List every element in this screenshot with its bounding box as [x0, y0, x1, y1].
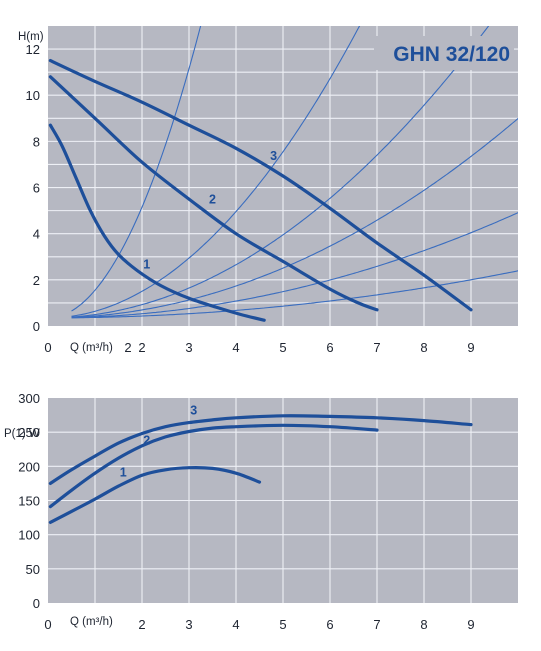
head-y-tick-label: 6 — [33, 181, 40, 196]
power-x-tick-label: 2 — [138, 617, 145, 632]
power-curve-1 — [48, 465, 262, 524]
power-x-tick-label: 0 — [44, 617, 51, 632]
system-curve — [71, 26, 202, 312]
system-curve — [71, 212, 518, 319]
head-x-tick-label: 8 — [420, 340, 427, 355]
system-curve — [71, 117, 518, 318]
head-x-tick-label: 2 — [124, 340, 131, 355]
head-curve-label: 2 — [209, 193, 216, 207]
power-y-tick-label: 250 — [18, 425, 40, 440]
head-curve-1 — [48, 123, 266, 322]
title-backdrop — [374, 36, 514, 70]
power-y-tick-label: 0 — [33, 596, 40, 611]
head-x-tick-label: 0 — [44, 340, 51, 355]
power-x-tick-label: 6 — [326, 617, 333, 632]
power-x-tick-label: 8 — [420, 617, 427, 632]
power-y-tick-label: 100 — [18, 528, 40, 543]
power-y-tick-label: 50 — [26, 562, 40, 577]
head-x-tick-label: 6 — [326, 340, 333, 355]
head-y-tick-label: 4 — [33, 227, 40, 242]
flow-axis-label-top: Q (m³/h) — [70, 342, 113, 354]
head-y-tick-label: 12 — [26, 42, 40, 57]
head-x-tick-label: 5 — [279, 340, 286, 355]
head-curve-label: 1 — [143, 257, 150, 271]
power-curve-label: 1 — [120, 466, 127, 480]
power-curve-3 — [48, 414, 473, 485]
power-x-tick-label: 7 — [373, 617, 380, 632]
head-x-tick-label: 7 — [373, 340, 380, 355]
power-curve-label: 3 — [190, 403, 197, 417]
power-x-tick-label: 4 — [232, 617, 239, 632]
head-curve-2 — [48, 75, 379, 312]
head-axis-label: H(m) — [18, 31, 44, 43]
power-x-tick-label: 5 — [279, 617, 286, 632]
flow-axis-label-bottom: Q (m³/h) — [70, 616, 113, 628]
power-y-tick-label: 200 — [18, 459, 40, 474]
system-curve — [71, 270, 518, 319]
system-curve — [71, 26, 361, 317]
power-curve-2 — [48, 423, 379, 509]
head-x-tick-label: 3 — [185, 340, 192, 355]
power-x-tick-label: 9 — [467, 617, 474, 632]
power-y-tick-label: 150 — [18, 494, 40, 509]
head-y-tick-label: 10 — [26, 88, 40, 103]
head-y-tick-label: 0 — [33, 319, 40, 334]
chart-title: GHN 32/120 — [393, 43, 510, 66]
power-y-tick-label: 300 — [18, 391, 40, 406]
head-curve-3 — [48, 59, 473, 312]
power-curve-label: 2 — [143, 433, 150, 447]
head-y-tick-label: 2 — [33, 273, 40, 288]
power-x-tick-label: 3 — [185, 617, 192, 632]
head-curve-label: 3 — [270, 149, 277, 163]
system-curve — [71, 26, 490, 318]
head-y-tick-label: 8 — [33, 134, 40, 149]
head-x-tick-label: 4 — [232, 340, 239, 355]
head-x-tick-label: 2 — [138, 340, 145, 355]
head-x-tick-label: 9 — [467, 340, 474, 355]
power-axis-label: P(1) W — [4, 428, 40, 440]
